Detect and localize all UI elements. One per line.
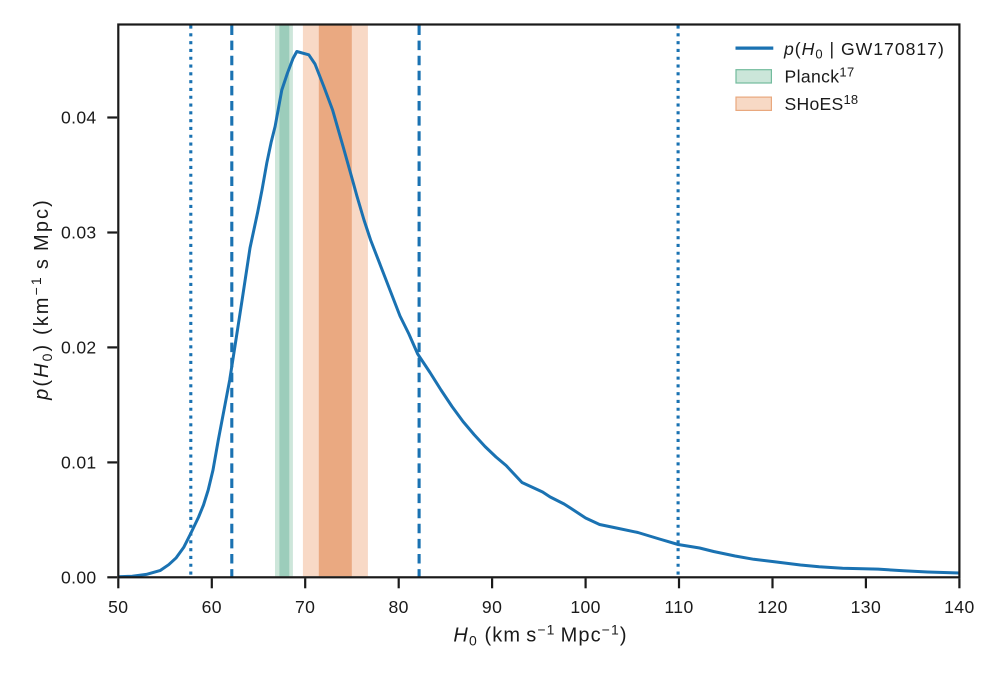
svg-text:100: 100 [570,597,601,617]
svg-text:110: 110 [664,597,693,617]
svg-text:120: 120 [757,597,788,617]
svg-text:0.00: 0.00 [61,567,96,587]
svg-text:0.01: 0.01 [61,452,96,472]
svg-text:140: 140 [944,597,975,617]
svg-text:0.03: 0.03 [61,223,96,243]
svg-text:60: 60 [202,597,222,617]
svg-text:SHoES18: SHoES18 [785,92,859,114]
svg-text:0.04: 0.04 [61,108,96,128]
svg-text:50: 50 [108,597,128,617]
svg-text:Planck17: Planck17 [785,65,855,87]
svg-text:130: 130 [851,597,882,617]
svg-text:p(H0) (km−1 s Mpc): p(H0) (km−1 s Mpc) [28,198,55,401]
svg-text:80: 80 [389,597,409,617]
svg-text:90: 90 [482,597,502,617]
svg-text:H0 (km s−1 Mpc−1): H0 (km s−1 Mpc−1) [453,621,627,648]
svg-text:p(H0 | GW170817): p(H0 | GW170817) [783,39,945,62]
svg-text:0.02: 0.02 [61,337,96,357]
svg-text:70: 70 [295,597,315,617]
